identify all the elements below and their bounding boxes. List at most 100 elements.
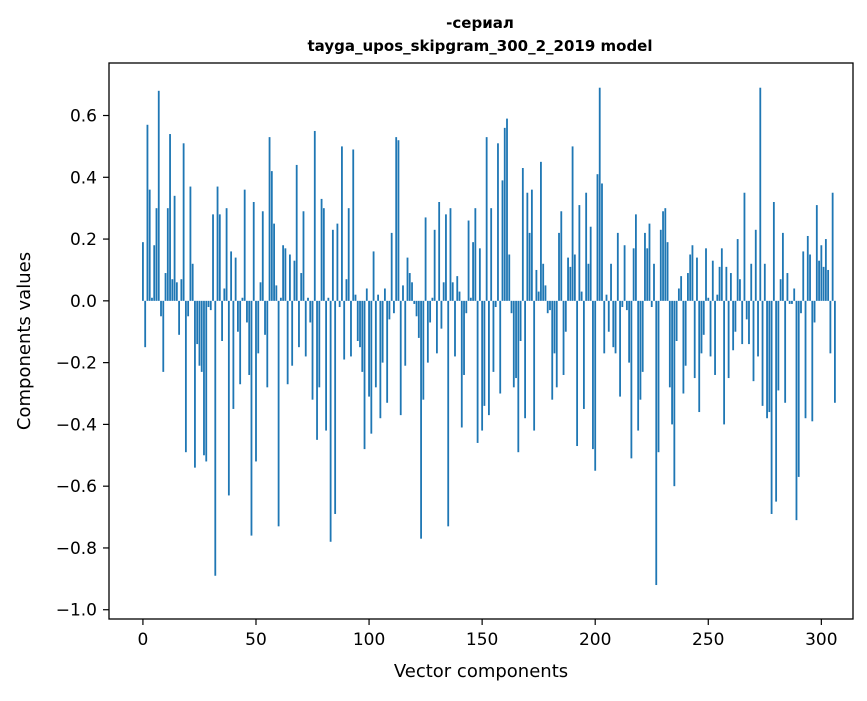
bar — [779, 279, 782, 301]
bar — [815, 205, 818, 301]
bar — [666, 242, 669, 301]
bar — [646, 248, 649, 301]
bar — [759, 87, 762, 301]
bar — [411, 282, 413, 301]
bar — [499, 300, 502, 394]
bar — [795, 300, 798, 521]
bar — [601, 183, 603, 301]
bar — [743, 192, 746, 301]
bar — [621, 300, 624, 308]
bar — [664, 208, 667, 301]
bar — [802, 251, 805, 301]
bar — [155, 208, 158, 301]
bar — [696, 257, 698, 301]
x-tick-label: 300 — [805, 630, 837, 650]
bar — [318, 300, 321, 388]
bar — [166, 208, 169, 301]
bar — [653, 263, 655, 301]
bar — [781, 232, 784, 301]
bar — [273, 223, 275, 301]
bar — [478, 248, 481, 301]
bar — [553, 300, 556, 354]
bar — [440, 300, 443, 329]
x-axis-label: Vector components — [394, 661, 568, 682]
bar — [368, 300, 370, 397]
bar — [791, 300, 793, 304]
bar — [732, 300, 735, 351]
bar — [248, 300, 251, 375]
bar — [264, 300, 266, 335]
bar — [739, 279, 741, 301]
bar — [698, 300, 701, 413]
bar — [381, 300, 384, 363]
bar — [451, 282, 454, 301]
bar — [813, 300, 816, 323]
bar — [693, 300, 696, 379]
bar — [307, 297, 309, 301]
bar — [429, 300, 432, 323]
x-tick-label: 150 — [466, 630, 498, 650]
bar — [284, 248, 287, 301]
bar — [173, 195, 176, 301]
bar — [196, 300, 199, 345]
bar — [356, 300, 359, 341]
bar — [605, 294, 608, 301]
bar — [322, 208, 325, 301]
bar — [289, 254, 291, 301]
bar — [745, 300, 748, 320]
bar — [770, 300, 773, 514]
bar — [388, 300, 391, 320]
bar — [777, 300, 780, 391]
bar — [625, 300, 628, 311]
bar — [191, 263, 194, 301]
bar — [343, 300, 346, 360]
bar — [232, 300, 235, 409]
bar — [198, 300, 201, 366]
bar — [200, 300, 203, 372]
bar — [700, 300, 703, 354]
bar — [474, 208, 477, 301]
bar — [754, 229, 757, 301]
bar — [164, 273, 167, 301]
bar — [338, 300, 341, 308]
bar — [657, 300, 660, 453]
bar — [279, 297, 282, 301]
bar — [729, 273, 732, 301]
bar — [207, 300, 210, 308]
bar — [720, 248, 723, 301]
bar — [827, 269, 830, 301]
bar — [635, 214, 637, 301]
bar — [255, 300, 257, 462]
bar — [422, 300, 425, 400]
bar — [797, 300, 800, 477]
bar — [772, 202, 775, 301]
bar — [528, 232, 531, 301]
bar — [325, 300, 327, 431]
bar — [313, 130, 316, 301]
bar — [178, 300, 181, 335]
bar — [628, 300, 631, 363]
bar — [449, 208, 452, 301]
bar — [512, 300, 515, 388]
x-tick-label: 200 — [579, 630, 611, 650]
bar — [447, 300, 450, 527]
bar — [689, 254, 692, 301]
bar-series — [142, 87, 836, 586]
bar — [727, 300, 730, 379]
bar — [187, 300, 190, 317]
bar — [786, 273, 789, 301]
bar — [243, 189, 246, 301]
bar — [562, 300, 565, 375]
bar — [612, 300, 615, 348]
bar — [234, 257, 237, 301]
y-tick-label: 0.4 — [70, 168, 97, 188]
bar — [616, 232, 619, 301]
bar — [286, 300, 289, 385]
bar — [413, 300, 416, 304]
bar — [336, 223, 339, 301]
bar — [705, 248, 707, 301]
bar — [350, 300, 352, 357]
bar — [806, 235, 809, 301]
bar — [569, 266, 572, 301]
bar — [648, 223, 651, 301]
